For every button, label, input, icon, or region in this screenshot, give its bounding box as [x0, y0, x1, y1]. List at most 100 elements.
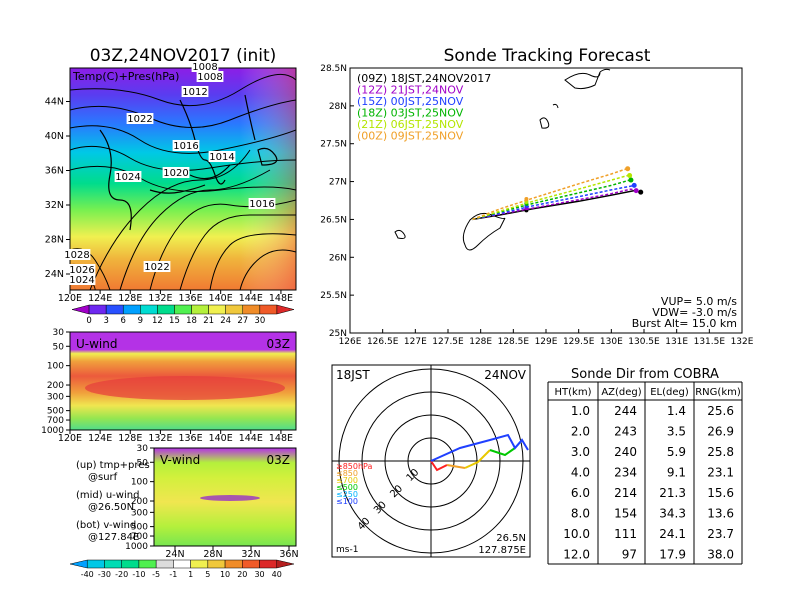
table-cell: 17.9: [659, 548, 686, 562]
map-x-tick-label: 120E: [58, 293, 82, 304]
map-y-tick-label: 32N: [45, 200, 64, 211]
temp-colorbar-tick: 3: [103, 316, 108, 326]
wind-colorbar-tick: 5: [205, 570, 210, 579]
isobar-label: 1008: [197, 72, 222, 83]
isobar-label: 1026: [69, 265, 94, 276]
polar-plot: 18JST 24NOV ms-1 26.5N 127.875E: [331, 364, 531, 558]
table-cell: 3.0: [571, 445, 590, 459]
u-y-tick-label: 200: [47, 381, 64, 391]
temp-colorbar-swatch: [242, 304, 261, 315]
polar-right-label: 24NOV: [484, 368, 526, 382]
wind-colorbar-swatch: [138, 559, 157, 569]
wind-colorbar-swatch: [190, 559, 209, 569]
wind-colorbar-swatch: [155, 559, 174, 569]
v-y-tick-label: 50: [137, 458, 149, 468]
temperature-colorbar: 0 3 6 9 12 15 18 21 24 27 30: [71, 304, 295, 326]
track-y-tick-label: 26.5N: [320, 215, 347, 225]
temp-colorbar-tick: 0: [86, 316, 91, 326]
table-cell: 12.0: [563, 548, 590, 562]
map-x-tick-label: 132E: [148, 293, 172, 304]
polar-lon: 127.875E: [478, 545, 526, 556]
table-cell: 13.6: [707, 507, 734, 521]
u-x-tick-label: 140E: [209, 433, 233, 444]
table-cell: 10.0: [563, 527, 590, 541]
track-x-tick-label: 131.5E: [694, 337, 726, 347]
track-series-line: [472, 184, 635, 221]
table-cell: 97: [622, 548, 637, 562]
v-wind-label: V-wind: [160, 453, 200, 467]
isobar-label: 1012: [182, 87, 207, 98]
wind-colorbar-tick: -30: [98, 570, 111, 579]
temp-colorbar-swatch: [140, 304, 158, 315]
temp-colorbar-swatch: [259, 304, 278, 315]
isobar-label-bg: [196, 71, 224, 82]
table-cell: 5.9: [667, 445, 686, 459]
wind-colorbar-swatch: [69, 559, 88, 569]
table-cell: 15.6: [707, 486, 734, 500]
table-cell: 25.6: [707, 404, 734, 418]
table-cell: 23.7: [707, 527, 734, 541]
track-x-tick-label: 128E: [469, 337, 492, 347]
polar-unit: ms-1: [336, 545, 358, 555]
table-cell: 6.0: [571, 486, 590, 500]
temp-colorbar-swatch: [88, 304, 107, 315]
isobar-label: 1020: [163, 168, 188, 179]
wind-colorbar-swatch: [276, 559, 295, 569]
v-y-tick-label: 200: [131, 497, 148, 507]
legend-note-line2: @26.50N: [88, 502, 134, 513]
table-cell: 234: [614, 466, 637, 480]
table-header: AZ(deg): [601, 387, 641, 398]
table-cell: 240: [614, 445, 637, 459]
map-x-tick-label: 124E: [88, 293, 112, 304]
u-y-tick-label: 100: [47, 362, 64, 372]
table-cell: 2.0: [571, 425, 590, 439]
wind-colorbar-swatch: [224, 559, 243, 569]
table-cell: 26.9: [707, 425, 734, 439]
polar-level-legend: ≤100: [336, 497, 358, 506]
v-y-tick-label: 1000: [125, 542, 148, 552]
temp-colorbar-swatch: [276, 304, 295, 315]
table-header: EL(deg): [650, 387, 689, 398]
v-x-tick-label: 36N: [279, 549, 298, 560]
isobar-label-bg: [172, 140, 200, 151]
track-param: VDW= -3.0 m/s: [652, 306, 737, 319]
track-series-end: [633, 188, 639, 194]
v-x-tick-label: 28N: [203, 549, 222, 560]
u-y-tick-label: 1000: [41, 426, 64, 436]
track-x-tick-label: 129E: [535, 337, 558, 347]
table-cell: 214: [614, 486, 637, 500]
u-wind-label: U-wind: [76, 337, 117, 351]
tracking-title: Sonde Tracking Forecast: [444, 46, 651, 66]
table-title: Sonde Dir from COBRA: [571, 367, 719, 382]
track-series-line: [472, 188, 637, 221]
isobar-label-bg: [126, 113, 154, 124]
wind-colorbar-tick: 30: [254, 570, 264, 579]
wind-colorbar-tick: -10: [132, 570, 145, 579]
v-y-tick-label: 500: [131, 523, 148, 533]
track-x-tick-label: 127E: [404, 337, 427, 347]
track-x-tick-label: 126.5E: [367, 337, 399, 347]
table-cell: 34.3: [659, 507, 686, 521]
wind-colorbar-tick: 40: [272, 570, 282, 579]
temp-colorbar-tick: 9: [138, 316, 143, 326]
wind-colorbar-tick: 1: [188, 570, 193, 579]
temp-colorbar-swatch: [191, 304, 209, 315]
track-series-line: [472, 167, 628, 221]
track-series-marker: [524, 196, 529, 201]
track-y-tick-label: 26N: [329, 253, 347, 263]
isobar-label-bg: [181, 86, 209, 97]
polar-level-legend: ≤850: [336, 469, 358, 478]
isobar-label: 1022: [144, 262, 169, 273]
map-x-tick-label: 128E: [118, 293, 142, 304]
track-x-tick-label: 126E: [339, 337, 362, 347]
u-y-tick-label: 300: [47, 392, 64, 402]
track-y-tick-label: 25.5N: [320, 291, 347, 301]
wind-colorbar: -40 -30 -20 -10 -5 -1 1 5 10 20 30 40: [69, 559, 295, 579]
map-y-tick-label: 24N: [45, 269, 64, 280]
polar-lat: 26.5N: [496, 533, 526, 544]
track-param: Burst Alt= 15.0 km: [632, 317, 737, 330]
map-x-tick-label: 144E: [239, 293, 263, 304]
isobar-label-bg: [143, 261, 171, 272]
sonde-table: HT(km) AZ(deg) EL(deg) RNG(km) 1.0 244 1.4 25.6…: [547, 381, 743, 565]
isobar-label-bg: [208, 151, 236, 162]
